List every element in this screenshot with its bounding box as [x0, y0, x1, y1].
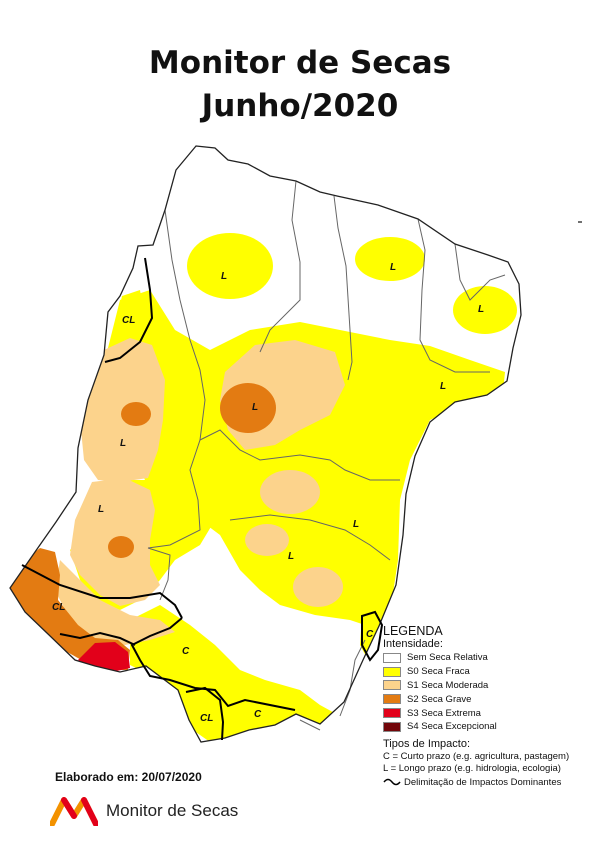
impact-label: L — [353, 519, 359, 530]
impact-short-term: C = Curto prazo (e.g. agricultura, pasta… — [383, 750, 570, 762]
drought-layers — [10, 233, 517, 742]
legend-intensity-list: Sem Seca Relativa S0 Seca Fraca S1 Seca … — [383, 651, 598, 734]
monitor-logo-icon — [50, 797, 98, 826]
impact-label: C — [366, 629, 374, 640]
impact-delimitation-lines — [21, 257, 384, 741]
state-borders — [147, 180, 506, 731]
delimitation-row: Delimitação de Impactos Dominantes — [383, 776, 598, 789]
legend-item-label: S1 Seca Moderada — [407, 679, 489, 691]
elaborated-date: Elaborado em: 20/07/2020 — [55, 770, 202, 784]
legend-item: Sem Seca Relativa — [383, 651, 598, 665]
impact-label: L — [120, 438, 126, 449]
impact-label: CL — [200, 713, 213, 724]
legend-item: S4 Seca Excepcional — [383, 720, 598, 734]
legend-intensity-label: Intensidade: — [383, 638, 443, 650]
impact-label: CL — [52, 602, 65, 613]
impact-long-term: L = Longo prazo (e.g. hidrologia, ecolog… — [383, 763, 561, 775]
legend-item-label: S4 Seca Excepcional — [407, 721, 497, 733]
impact-label: L — [390, 262, 396, 273]
wave-line-icon — [383, 779, 401, 786]
impact-labels: L L L CL L L L L L L CL C C CL C — [52, 262, 484, 724]
impact-types-title: Tipos de Impacto: — [383, 737, 471, 750]
impact-label: C — [254, 709, 262, 720]
legend-item-label: S3 Seca Extrema — [407, 707, 481, 719]
legend-item-label: S0 Seca Fraca — [407, 666, 470, 678]
s2-areas — [10, 383, 276, 670]
legend-item-label: S2 Seca Grave — [407, 693, 472, 705]
map-legend: LEGENDA Intensidade: Sem Seca Relativa S… — [383, 624, 598, 789]
legend-item: S3 Seca Extrema — [383, 706, 598, 720]
impact-label: L — [98, 504, 104, 515]
delimitation-label: Delimitação de Impactos Dominantes — [404, 776, 562, 788]
legend-swatch — [383, 680, 401, 691]
impact-label: C — [182, 646, 190, 657]
map-title-line2: Junho/2020 — [201, 88, 399, 124]
brand-logo: Monitor de Secas — [50, 796, 238, 826]
impact-label: L — [440, 381, 446, 392]
legend-swatch — [383, 708, 401, 719]
legend-swatch — [383, 666, 401, 677]
impact-label: L — [288, 551, 294, 562]
impact-label: L — [252, 402, 258, 413]
legend-item: S1 Seca Moderada — [383, 679, 598, 693]
map-title-line1: Monitor de Secas — [148, 45, 452, 81]
legend-swatch — [383, 694, 401, 705]
legend-item: S2 Seca Grave — [383, 692, 598, 706]
impact-label: CL — [122, 315, 135, 326]
impact-label: L — [221, 271, 227, 282]
legend-swatch — [383, 652, 401, 663]
impact-label: L — [478, 304, 484, 315]
legend-item: S0 Seca Fraca — [383, 665, 598, 679]
brand-name: Monitor de Secas — [106, 801, 239, 820]
legend-item-label: Sem Seca Relativa — [407, 652, 488, 664]
legend-swatch — [383, 721, 401, 732]
legend-title: LEGENDA — [383, 624, 443, 638]
